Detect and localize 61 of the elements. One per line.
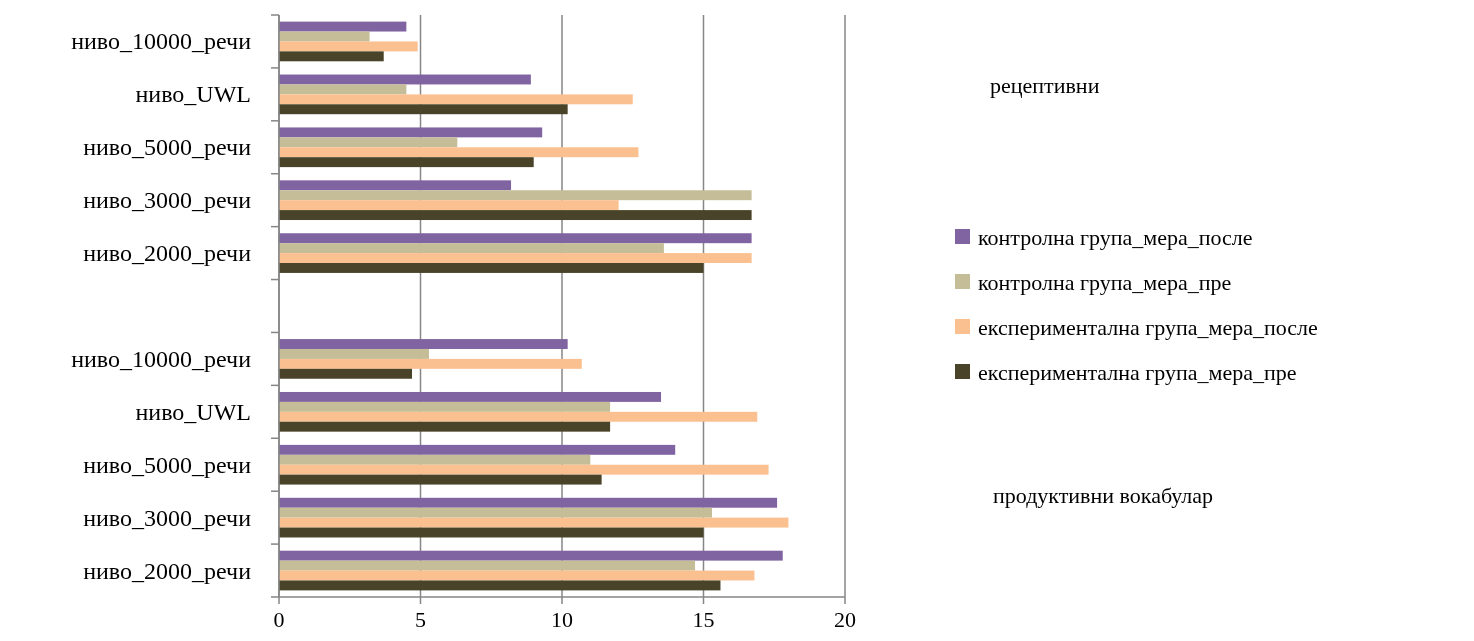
y-tick-label: ниво_3000_речи bbox=[83, 187, 252, 214]
bar bbox=[279, 31, 370, 42]
bar bbox=[279, 210, 752, 221]
y-tick-label: ниво_UWL bbox=[135, 398, 251, 425]
y-tick-label: ниво_5000_речи bbox=[83, 451, 252, 478]
bar bbox=[279, 421, 611, 432]
bar bbox=[279, 190, 752, 201]
bar bbox=[279, 21, 407, 32]
y-tick-label: ниво_5000_речи bbox=[83, 134, 252, 161]
x-tick-label: 10 bbox=[551, 607, 573, 632]
bar bbox=[279, 391, 662, 402]
bar bbox=[279, 464, 769, 475]
legend-label: контролна група_мера_после bbox=[978, 224, 1253, 250]
bar bbox=[279, 233, 752, 244]
bar bbox=[279, 411, 758, 422]
x-tick-label: 15 bbox=[692, 607, 715, 632]
bar bbox=[279, 550, 783, 561]
bar bbox=[279, 74, 531, 85]
bar bbox=[279, 147, 639, 158]
bar bbox=[279, 94, 633, 105]
bar bbox=[279, 454, 591, 465]
bar bbox=[279, 401, 611, 412]
bar bbox=[279, 368, 413, 379]
bar bbox=[279, 51, 384, 62]
x-tick-label: 20 bbox=[834, 607, 856, 632]
x-tick-label: 5 bbox=[415, 607, 426, 632]
text: рецептивни bbox=[990, 72, 1100, 98]
bar bbox=[279, 137, 458, 148]
bar bbox=[279, 444, 676, 455]
bar bbox=[279, 527, 704, 538]
y-tick-label: ниво_10000_речи bbox=[71, 345, 252, 372]
y-tick-label: ниво_2000_речи bbox=[83, 240, 252, 267]
bar bbox=[279, 580, 721, 591]
bar bbox=[279, 200, 619, 211]
bar bbox=[279, 263, 704, 273]
bar bbox=[279, 157, 534, 168]
bar bbox=[279, 560, 696, 571]
bar bbox=[279, 180, 512, 191]
bar bbox=[279, 358, 582, 369]
legend-label: експериментална група_мера_пре bbox=[978, 359, 1297, 385]
text: продуктивни вокабулар bbox=[993, 482, 1214, 508]
bar bbox=[279, 474, 602, 485]
legend-label: експериментална група_мера_после bbox=[978, 314, 1318, 340]
y-tick-label: ниво_2000_речи bbox=[83, 557, 252, 584]
legend-label: контролна група_мера_пре bbox=[978, 269, 1232, 295]
bar bbox=[279, 570, 755, 581]
bar bbox=[279, 497, 778, 508]
y-tick-label: ниво_UWL bbox=[135, 81, 251, 108]
y-tick-label: ниво_10000_речи bbox=[71, 28, 252, 55]
x-tick-label: 0 bbox=[273, 607, 285, 632]
y-tick-label: ниво_3000_речи bbox=[83, 504, 252, 531]
bar bbox=[279, 41, 418, 52]
bar bbox=[279, 339, 568, 349]
bar bbox=[279, 127, 543, 138]
bar bbox=[279, 243, 664, 254]
bar bbox=[279, 253, 752, 264]
bar bbox=[279, 517, 789, 528]
bar bbox=[279, 104, 568, 115]
bar bbox=[279, 348, 429, 359]
bar bbox=[279, 507, 712, 518]
bar bbox=[279, 84, 407, 95]
